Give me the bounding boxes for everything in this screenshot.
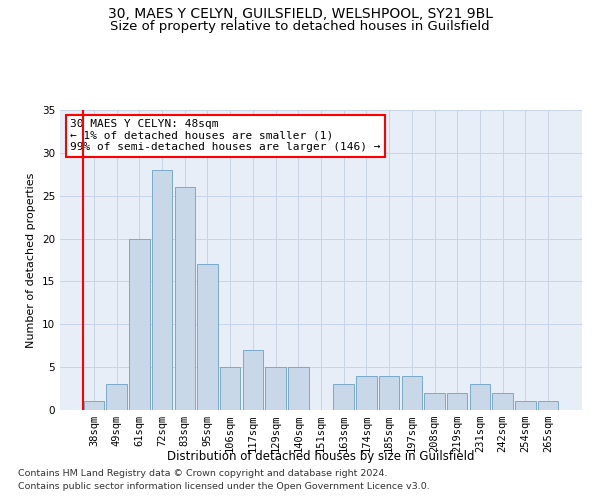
Bar (401, 376, 422, 410)
Bar (356, 376, 377, 410)
Bar (447, 393, 467, 410)
Bar (379, 376, 400, 410)
Bar (470, 384, 490, 410)
Bar (265, 367, 286, 410)
Bar (493, 393, 513, 410)
Bar (197, 264, 218, 410)
Bar (220, 367, 241, 410)
Bar (129, 238, 149, 410)
Text: 30 MAES Y CELYN: 48sqm
← 1% of detached houses are smaller (1)
99% of semi-detac: 30 MAES Y CELYN: 48sqm ← 1% of detached … (70, 119, 381, 152)
Bar (288, 367, 308, 410)
Text: Contains public sector information licensed under the Open Government Licence v3: Contains public sector information licen… (18, 482, 430, 491)
Text: Distribution of detached houses by size in Guilsfield: Distribution of detached houses by size … (167, 450, 475, 463)
Bar (84, 402, 104, 410)
Bar (515, 402, 536, 410)
Text: Contains HM Land Registry data © Crown copyright and database right 2024.: Contains HM Land Registry data © Crown c… (18, 468, 388, 477)
Bar (152, 170, 172, 410)
Bar (242, 350, 263, 410)
Bar (424, 393, 445, 410)
Bar (106, 384, 127, 410)
Bar (334, 384, 354, 410)
Bar (538, 402, 558, 410)
Text: Size of property relative to detached houses in Guilsfield: Size of property relative to detached ho… (110, 20, 490, 33)
Text: 30, MAES Y CELYN, GUILSFIELD, WELSHPOOL, SY21 9BL: 30, MAES Y CELYN, GUILSFIELD, WELSHPOOL,… (107, 8, 493, 22)
Bar (175, 187, 195, 410)
Y-axis label: Number of detached properties: Number of detached properties (26, 172, 37, 348)
